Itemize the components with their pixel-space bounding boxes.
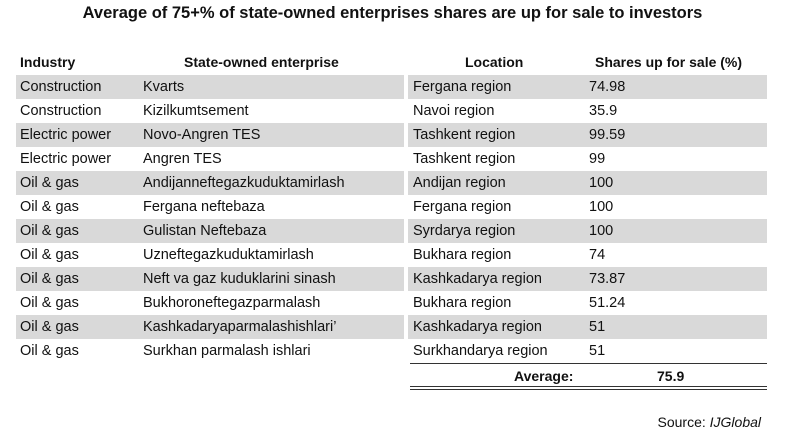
enterprise-cell: Angren TES: [143, 151, 222, 167]
shares-cell: 99.59: [589, 127, 626, 143]
location-cell: Bukhara region: [413, 247, 512, 263]
industry-cell: Oil & gas: [20, 199, 79, 215]
table-row: Oil & gas Surkhan parmalash ishlari Surkha…: [16, 339, 767, 363]
table-row: Oil & gas Fergana neftebaza Fergana region…: [16, 195, 767, 219]
shares-cell: 74.98: [589, 79, 626, 95]
industry-cell: Construction: [20, 79, 102, 95]
row-band: [16, 267, 404, 291]
industry-cell: Oil & gas: [20, 175, 79, 191]
enterprise-cell: Surkhan parmalash ishlari: [143, 343, 311, 359]
table-row: Oil & gas Bukhoroneftegazparmalash Bukhara…: [16, 291, 767, 315]
header-shares: Shares up for sale (%): [595, 54, 743, 70]
industry-cell: Electric power: [20, 127, 112, 143]
shares-cell: 35.9: [589, 103, 618, 119]
row-band: [16, 315, 404, 339]
row-band: [16, 75, 404, 99]
location-cell: Andijan region: [413, 175, 506, 191]
table-row: Construction Kizilkumtsement Navoi region 3…: [16, 99, 767, 123]
row-band: [408, 123, 767, 147]
average-value: 75.9: [657, 368, 685, 384]
table-row: Oil & gas Uzneftegazkuduktamirlash Bukhara…: [16, 243, 767, 267]
industry-cell: Oil & gas: [20, 223, 79, 239]
industry-cell: Oil & gas: [20, 247, 79, 263]
shares-cell: 100: [589, 175, 614, 191]
source-note: Source: IJGlobal: [658, 414, 762, 430]
average-bottom-rule: [410, 386, 767, 387]
location-cell: Fergana region: [413, 79, 512, 95]
average-label: Average:: [514, 368, 574, 384]
location-cell: Fergana region: [413, 199, 512, 215]
enterprise-cell: Andijanneftegazkuduktamirlash: [143, 175, 345, 191]
table-row: Oil & gas Andijanneftegazkuduktamirlash An…: [16, 171, 767, 195]
location-cell: Kashkadarya region: [413, 271, 542, 287]
enterprise-cell: Novo-Angren TES: [143, 127, 261, 143]
industry-cell: Construction: [20, 103, 102, 119]
source-prefix: Source:: [657, 414, 710, 430]
enterprise-cell: Uzneftegazkuduktamirlash: [143, 247, 314, 263]
industry-cell: Oil & gas: [20, 271, 79, 287]
enterprise-cell: Kizilkumtsement: [143, 103, 249, 119]
enterprise-cell: Gulistan Neftebaza: [143, 223, 267, 239]
location-cell: Bukhara region: [413, 295, 512, 311]
table-title: Average of 75+% of state-owned enterpris…: [82, 4, 703, 22]
row-band: [408, 219, 767, 243]
industry-cell: Oil & gas: [20, 343, 79, 359]
enterprise-cell: Bukhoroneftegazparmalash: [143, 295, 321, 311]
location-cell: Surkhandarya region: [413, 343, 548, 359]
table-row: Electric power Angren TES Tashkent region 9…: [16, 147, 767, 171]
enterprise-cell: Neft va gaz kuduklarini sinash: [143, 271, 336, 287]
enterprise-cell: Kvarts: [143, 79, 185, 95]
average-bottom-rule-double: [410, 389, 767, 390]
location-cell: Tashkent region: [413, 127, 516, 143]
table-row: Construction Kvarts Fergana region 74.98: [16, 75, 767, 99]
industry-cell: Oil & gas: [20, 295, 79, 311]
shares-cell: 74: [589, 247, 606, 263]
shares-cell: 99: [589, 151, 606, 167]
shares-cell: 100: [589, 223, 614, 239]
row-band: [16, 123, 404, 147]
row-band: [408, 171, 767, 195]
row-band: [408, 75, 767, 99]
table-row: Oil & gas Neft va gaz kuduklarini sinash K…: [16, 267, 767, 291]
industry-cell: Oil & gas: [20, 319, 79, 335]
row-band: [16, 171, 404, 195]
enterprise-cell: Kashkadaryaparmalashishlari’: [143, 319, 337, 335]
shares-cell: 100: [589, 199, 614, 215]
shares-cell: 51.24: [589, 295, 626, 311]
header-location: Location: [465, 54, 524, 70]
location-cell: Navoi region: [413, 103, 495, 119]
shares-cell: 51: [589, 343, 606, 359]
average-row: Average: 75.9: [410, 366, 767, 386]
table-row: Oil & gas Gulistan Neftebaza Syrdarya regi…: [16, 219, 767, 243]
shares-cell: 51: [589, 319, 606, 335]
enterprise-cell: Fergana neftebaza: [143, 199, 265, 215]
row-band: [16, 219, 404, 243]
header-industry: Industry: [20, 54, 76, 70]
average-top-rule: [410, 363, 767, 364]
location-cell: Syrdarya region: [413, 223, 516, 239]
shares-cell: 73.87: [589, 271, 626, 287]
row-band: [408, 315, 767, 339]
header-enterprise: State-owned enterprise: [184, 54, 339, 70]
location-cell: Tashkent region: [413, 151, 516, 167]
table-body: Construction Kvarts Fergana region 74.98 Con…: [16, 75, 767, 363]
table-row: Electric power Novo-Angren TES Tashkent re…: [16, 123, 767, 147]
table-row: Oil & gas Kashkadaryaparmalashishlari’ Kas…: [16, 315, 767, 339]
industry-cell: Electric power: [20, 151, 112, 167]
row-band: [408, 267, 767, 291]
source-name: IJGlobal: [709, 414, 761, 430]
location-cell: Kashkadarya region: [413, 319, 542, 335]
